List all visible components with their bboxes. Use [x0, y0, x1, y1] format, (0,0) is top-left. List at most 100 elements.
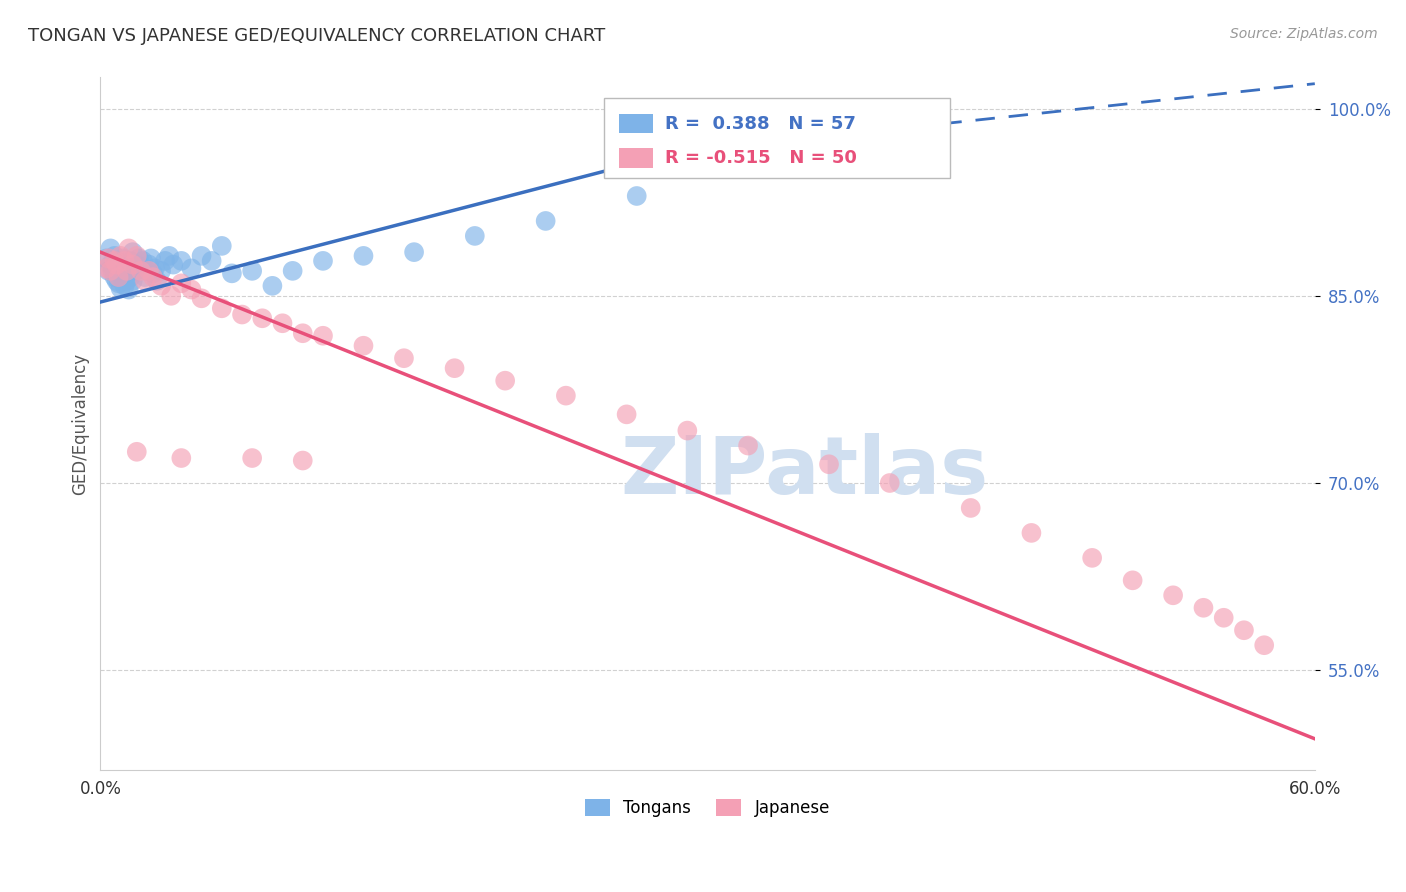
Point — [111, 270, 134, 285]
Point — [128, 252, 150, 266]
Point — [111, 252, 134, 266]
Point — [105, 274, 128, 288]
Point — [121, 274, 143, 288]
Point — [114, 258, 136, 272]
Point — [240, 264, 263, 278]
Point — [312, 253, 335, 268]
Point — [97, 252, 120, 266]
Point — [97, 264, 120, 278]
Point — [115, 274, 138, 288]
Point — [443, 361, 465, 376]
Point — [262, 278, 284, 293]
Point — [221, 266, 243, 280]
Point — [162, 258, 184, 272]
Point — [1021, 525, 1043, 540]
Point — [118, 264, 141, 278]
Point — [138, 264, 160, 278]
Point — [142, 270, 165, 285]
Y-axis label: GED/Equivalency: GED/Equivalency — [72, 352, 89, 495]
Point — [626, 189, 648, 203]
Point — [1212, 611, 1234, 625]
Point — [231, 308, 253, 322]
Point — [211, 239, 233, 253]
Bar — [619, 114, 652, 134]
Point — [879, 475, 901, 490]
Point — [107, 270, 129, 285]
Point — [240, 450, 263, 465]
Point — [737, 439, 759, 453]
Point — [125, 258, 148, 272]
Point — [118, 283, 141, 297]
Text: R =  0.388   N = 57: R = 0.388 N = 57 — [665, 115, 856, 133]
Point — [291, 453, 314, 467]
Point — [252, 311, 274, 326]
Point — [160, 289, 183, 303]
Point — [146, 274, 169, 288]
Point — [115, 266, 138, 280]
Point — [1192, 600, 1215, 615]
Point — [353, 249, 375, 263]
Point — [118, 241, 141, 255]
Point — [132, 253, 155, 268]
Point — [114, 253, 136, 268]
Point — [180, 283, 202, 297]
Point — [125, 444, 148, 458]
Text: R = -0.515   N = 50: R = -0.515 N = 50 — [665, 149, 856, 167]
Point — [353, 339, 375, 353]
Point — [124, 264, 146, 278]
Point — [464, 228, 486, 243]
Point — [201, 253, 224, 268]
Point — [100, 241, 122, 255]
Legend: Tongans, Japanese: Tongans, Japanese — [578, 792, 837, 824]
Point — [1253, 638, 1275, 652]
Point — [190, 249, 212, 263]
Point — [180, 261, 202, 276]
Point — [103, 249, 125, 263]
Point — [170, 253, 193, 268]
Point — [135, 264, 157, 278]
Point — [1122, 574, 1144, 588]
Point — [114, 278, 136, 293]
Text: Source: ZipAtlas.com: Source: ZipAtlas.com — [1230, 27, 1378, 41]
Point — [1233, 624, 1256, 638]
Point — [110, 281, 132, 295]
Bar — [619, 148, 652, 168]
Point — [616, 408, 638, 422]
Point — [404, 245, 426, 260]
Point — [107, 277, 129, 291]
Point — [150, 264, 173, 278]
Point — [190, 291, 212, 305]
Point — [139, 252, 162, 266]
Point — [134, 270, 156, 285]
Point — [494, 374, 516, 388]
Point — [211, 301, 233, 316]
Point — [281, 264, 304, 278]
Point — [150, 278, 173, 293]
Point — [129, 261, 152, 276]
Point — [100, 264, 122, 278]
Point — [818, 457, 841, 471]
Point — [1081, 550, 1104, 565]
Point — [120, 253, 142, 268]
Point — [125, 249, 148, 263]
Point — [392, 351, 415, 366]
FancyBboxPatch shape — [605, 98, 950, 178]
Point — [138, 258, 160, 272]
Point — [676, 424, 699, 438]
Point — [134, 274, 156, 288]
Point — [120, 270, 142, 285]
Point — [105, 258, 128, 272]
Point — [96, 252, 118, 266]
Point — [142, 266, 165, 280]
Point — [115, 264, 138, 278]
Point — [121, 245, 143, 260]
Point — [291, 326, 314, 341]
Point — [121, 258, 143, 272]
Point — [103, 253, 125, 268]
Point — [312, 328, 335, 343]
Point — [110, 264, 132, 278]
Point — [110, 249, 132, 263]
Point — [959, 500, 981, 515]
Point — [129, 264, 152, 278]
Point — [107, 261, 129, 276]
